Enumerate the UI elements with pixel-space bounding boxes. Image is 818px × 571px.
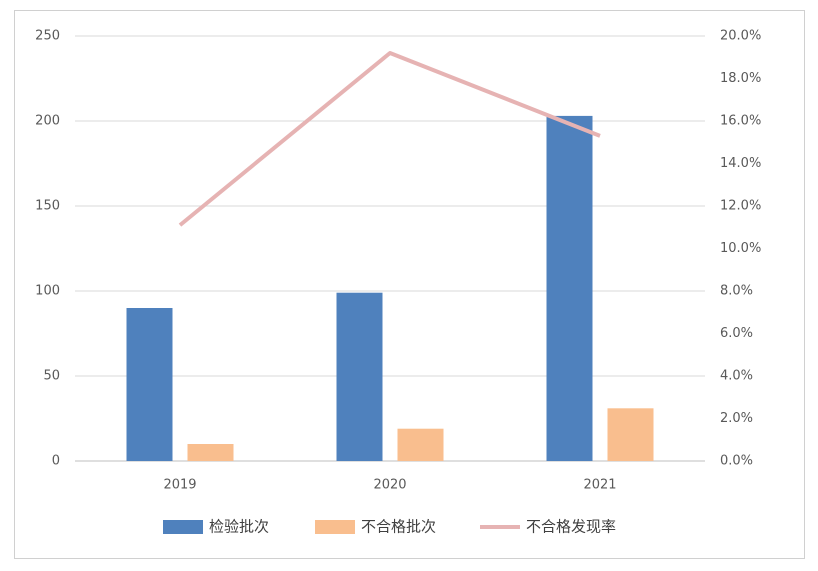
bar [397, 428, 444, 461]
y-tick-label: 0 [52, 454, 60, 469]
y-tick-label: 250 [35, 29, 60, 44]
y2-tick-label: 8.0% [720, 284, 753, 299]
legend-label: 检验批次 [209, 518, 269, 536]
bar [546, 115, 593, 462]
x-tick-label: 2019 [163, 478, 196, 493]
y2-tick-label: 18.0% [720, 71, 761, 86]
y-tick-label: 50 [43, 369, 60, 384]
y2-tick-label: 20.0% [720, 29, 761, 44]
legend: 检验批次 不合格批次 不合格发现率 [163, 518, 616, 536]
y2-tick-label: 0.0% [720, 454, 753, 469]
y2-tick-label: 16.0% [720, 114, 761, 129]
y2-tick-label: 10.0% [720, 241, 761, 256]
y2-tick-label: 2.0% [720, 411, 753, 426]
y-tick-label: 150 [35, 199, 60, 214]
legend-label: 不合格发现率 [526, 518, 616, 536]
y-tick-label: 100 [35, 284, 60, 299]
x-tick-label: 2020 [373, 478, 406, 493]
bar [607, 408, 654, 461]
chart-frame [14, 10, 805, 559]
bar [187, 444, 234, 461]
y2-tick-label: 6.0% [720, 326, 753, 341]
y2-tick-label: 14.0% [720, 156, 761, 171]
x-tick-label: 2021 [583, 478, 616, 493]
legend-swatch [315, 520, 355, 534]
y2-tick-label: 4.0% [720, 369, 753, 384]
bar [336, 292, 383, 461]
line [178, 51, 601, 227]
y2-tick-label: 12.0% [720, 199, 761, 214]
legend-label: 不合格批次 [361, 518, 436, 536]
bar [126, 308, 173, 461]
legend-swatch [163, 520, 203, 534]
y-tick-label: 200 [35, 114, 60, 129]
